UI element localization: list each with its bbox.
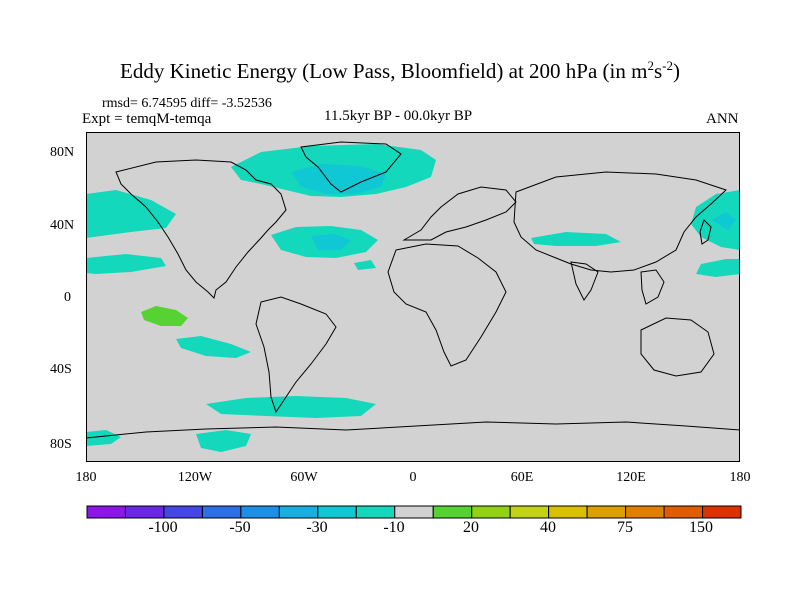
y-tick-80n: 80N: [50, 145, 75, 160]
x-tick-60w: 60W: [290, 470, 318, 485]
colorbar-box: [471, 505, 511, 519]
colorbar-box: [201, 505, 242, 519]
y-tick-80s: 80S: [50, 437, 72, 452]
y-tick-40n: 40N: [50, 218, 75, 233]
colorbar-box: [394, 505, 434, 519]
colorbar-box: [548, 505, 588, 519]
coastlines: [86, 141, 740, 439]
colorbar-box: [278, 505, 319, 519]
south-pacific-anomaly: [176, 336, 251, 358]
india-coast: [570, 261, 599, 301]
japan-coast: [699, 219, 712, 245]
colorbar-label: -10: [383, 519, 405, 536]
north-america-coast: [115, 159, 287, 299]
x-tick-60e: 60E: [510, 470, 534, 485]
season-label: ANN: [706, 111, 739, 127]
x-tick-0: 0: [409, 470, 417, 485]
europe-coast: [402, 186, 517, 241]
colorbar-box: [124, 505, 165, 519]
colorbar-box: [586, 505, 627, 519]
x-tick-180w: 180: [75, 470, 97, 485]
colorbar-box: [702, 505, 742, 519]
south-america-coast: [255, 296, 337, 414]
stats-label: rmsd= 6.74595 diff= -3.52536: [102, 96, 272, 111]
colorbar-label: 40: [540, 519, 556, 536]
antarctic-west-anomaly: [86, 430, 121, 446]
x-tick-180e: 180: [729, 470, 751, 485]
west-pacific-core: [711, 212, 736, 230]
north-pacific-subtropics-anomaly: [86, 254, 166, 274]
y-tick-40s: 40S: [50, 362, 72, 377]
tropical-pacific-positive: [141, 306, 188, 326]
atlantic-small-anomaly: [354, 260, 376, 270]
north-atlantic-core: [311, 234, 351, 250]
australia-coast: [640, 317, 715, 377]
colorbar-label: -30: [306, 519, 328, 536]
antarctic-pacific-anomaly: [196, 430, 251, 452]
colorbar-label: -50: [229, 519, 251, 536]
colorbar-label: -100: [148, 519, 178, 536]
chart-title: Eddy Kinetic Energy (Low Pass, Bloomfiel…: [120, 58, 680, 83]
greenland-coast: [300, 141, 402, 193]
colorbar-box: [240, 505, 280, 519]
period-label: 11.5kyr BP - 00.0kyr BP: [324, 108, 473, 124]
colorbar-box: [432, 505, 473, 519]
north-pacific-east-anomaly: [86, 190, 176, 238]
x-tick-120w: 120W: [177, 470, 213, 485]
southeast-asia-coast: [640, 269, 665, 305]
asia-coast: [513, 171, 727, 273]
colorbar-label: 75: [617, 519, 633, 536]
southern-ocean-anomaly: [206, 396, 376, 418]
colorbar-box: [163, 505, 203, 519]
colorbar-label: 20: [463, 519, 479, 536]
x-tick-120e: 120E: [616, 470, 646, 485]
colorbar-box: [355, 505, 396, 519]
colorbar-label: 150: [689, 519, 713, 536]
china-east-anomaly: [531, 232, 621, 246]
map-border: [86, 132, 740, 462]
map-background: [86, 132, 740, 462]
colorbar-box: [317, 505, 357, 519]
colorbar-box: [509, 505, 550, 519]
africa-coast: [387, 243, 507, 367]
colorbar-box: [625, 505, 665, 519]
world-map: [86, 132, 740, 462]
colorbar: [86, 505, 742, 519]
experiment-label: Expt = temqM-temqa: [82, 111, 212, 127]
y-tick-0: 0: [64, 290, 71, 305]
colorbar-box: [86, 505, 126, 519]
northwest-pacific-subtropics-anomaly: [696, 259, 740, 277]
anomaly-regions: [86, 144, 740, 452]
antarctica-coast: [86, 421, 740, 439]
colorbar-box: [663, 505, 704, 519]
arctic-anomaly-cyan: [291, 164, 386, 194]
